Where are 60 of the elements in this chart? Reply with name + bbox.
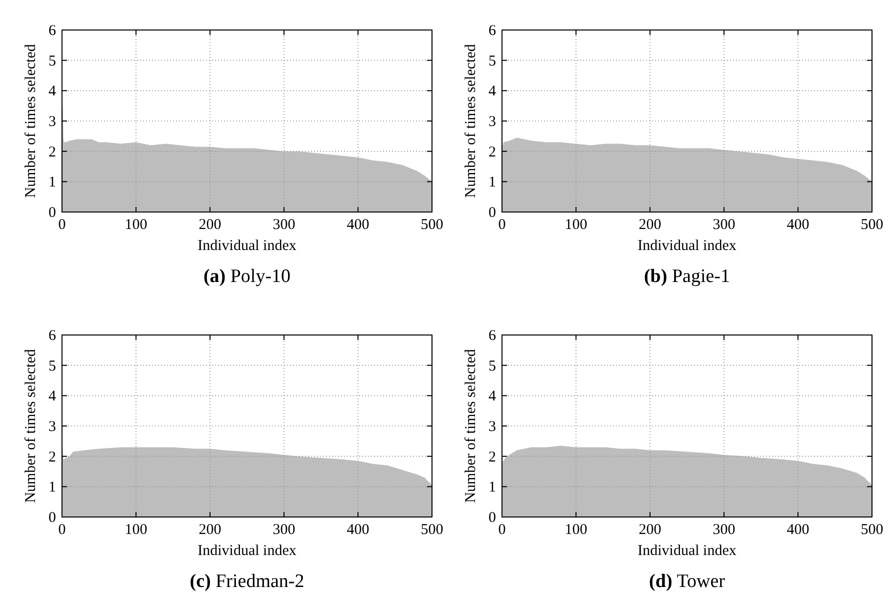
x-tick-label: 300 [272,217,296,233]
x-tick-label: 300 [712,217,736,233]
x-tick-label: 500 [860,217,884,233]
x-tick-label: 200 [198,217,222,233]
x-tick-label: 300 [712,522,736,538]
x-tick-label: 500 [860,522,884,538]
y-tick-label: 3 [488,114,496,130]
y-tick-label: 5 [488,358,496,374]
x-tick-label: 400 [346,522,370,538]
y-tick-label: 2 [488,449,496,466]
x-tick-label: 100 [124,522,148,538]
x-tick-label: 200 [638,217,662,233]
y-tick-label: 6 [48,328,56,344]
y-tick-label: 1 [48,480,56,496]
x-tick-label: 200 [638,522,662,538]
y-tick-label: 4 [48,388,56,405]
x-tick-label: 100 [564,217,588,233]
x-tick-label: 300 [272,522,296,538]
y-tick-label: 5 [488,53,496,70]
text: (a) Poly-10 [203,266,291,287]
y-tick-label: 2 [48,449,56,466]
y-tick-label: 3 [48,419,56,435]
y-tick-label: 4 [488,84,496,100]
x-tick-label: 400 [346,217,370,233]
y-tick-label: 4 [488,388,496,405]
x-tick-label: 100 [124,217,148,233]
x-tick-label: 400 [786,217,810,233]
y-tick-label: 4 [48,84,56,100]
y-tick-label: 5 [48,53,56,70]
y-tick-label: 1 [488,174,496,191]
y-tick-label: 0 [488,510,496,526]
y-tick-label: 1 [48,174,56,191]
y-tick-label: 6 [488,23,496,39]
y-axis-title: Number of times selected [23,44,39,198]
y-tick-label: 5 [48,358,56,374]
x-axis-title: Individual index [198,238,297,254]
y-tick-label: 2 [48,144,56,160]
y-axis-title: Number of times selected [463,348,479,503]
y-tick-label: 6 [488,328,496,344]
y-tick-label: 2 [488,144,496,160]
x-tick-label: 100 [564,522,588,538]
x-tick-label: 400 [786,522,810,538]
y-tick-label: 3 [48,114,56,130]
y-tick-label: 1 [488,480,496,496]
y-tick-label: 0 [48,205,56,221]
x-tick-label: 200 [198,522,222,538]
x-tick-label: 500 [420,522,444,538]
text: (b) Pagie-1 [644,266,730,287]
y-tick-label: 6 [48,23,56,39]
x-tick-label: 500 [420,217,444,233]
x-axis-title: Individual index [638,543,737,559]
text: (c) Friedman-2 [190,571,304,592]
x-axis-title: Individual index [638,238,737,254]
x-axis-title: Individual index [198,543,297,559]
y-tick-label: 3 [488,419,496,435]
y-axis-title: Number of times selected [463,44,479,198]
y-tick-label: 0 [488,205,496,221]
y-tick-label: 0 [48,510,56,526]
text: (d) Tower [649,571,726,592]
y-axis-title: Number of times selected [23,348,39,503]
